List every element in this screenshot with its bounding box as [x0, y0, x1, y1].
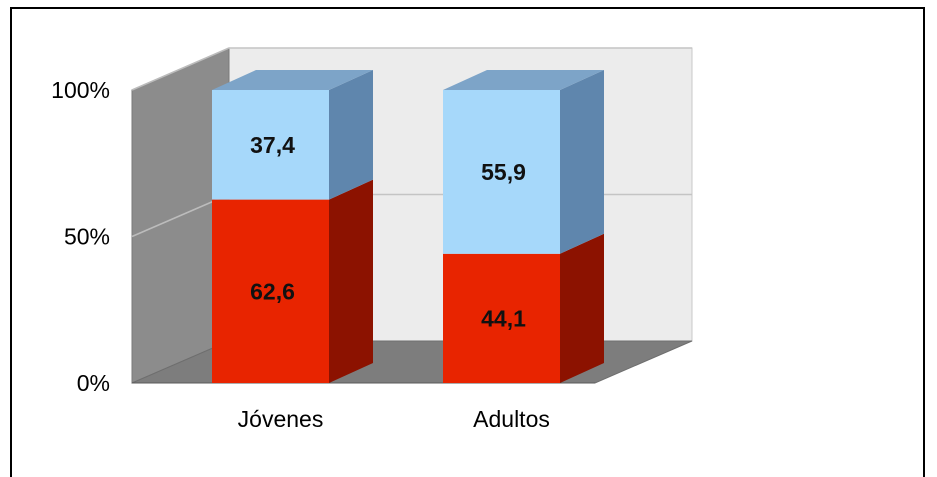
data-label: 37,4 [250, 132, 295, 158]
y-tick-label: 100% [51, 77, 110, 103]
y-tick-label: 0% [77, 370, 110, 396]
y-tick-label: 50% [64, 224, 110, 250]
y-axis-ticks: 0% 50% 100% [51, 77, 110, 396]
bar-top [443, 70, 604, 90]
bar-side [560, 70, 604, 254]
chart-frame [10, 7, 925, 477]
x-axis-labels: Jóvenes Adultos [238, 406, 550, 432]
x-category-label: Jóvenes [238, 406, 324, 432]
bar-side [560, 233, 604, 383]
data-label: 44,1 [481, 305, 526, 331]
data-label: 62,6 [250, 278, 295, 304]
bar-segment [443, 90, 560, 254]
x-category-label: Adultos [473, 406, 550, 432]
bar-segment [443, 253, 560, 383]
bar-side [329, 70, 373, 200]
bar-top [212, 70, 373, 90]
gridline-side [131, 47, 230, 91]
bar-segment [212, 199, 329, 383]
stacked-3d-bar-chart: 62,6 37,4 44,1 55,9 0% 50% 100% Jóvenes Adulto… [51, 47, 693, 432]
bar-side [329, 179, 373, 383]
data-label: 55,9 [481, 159, 526, 185]
bar-segment [212, 90, 329, 200]
bars: 62,6 37,4 44,1 55,9 [212, 70, 604, 383]
